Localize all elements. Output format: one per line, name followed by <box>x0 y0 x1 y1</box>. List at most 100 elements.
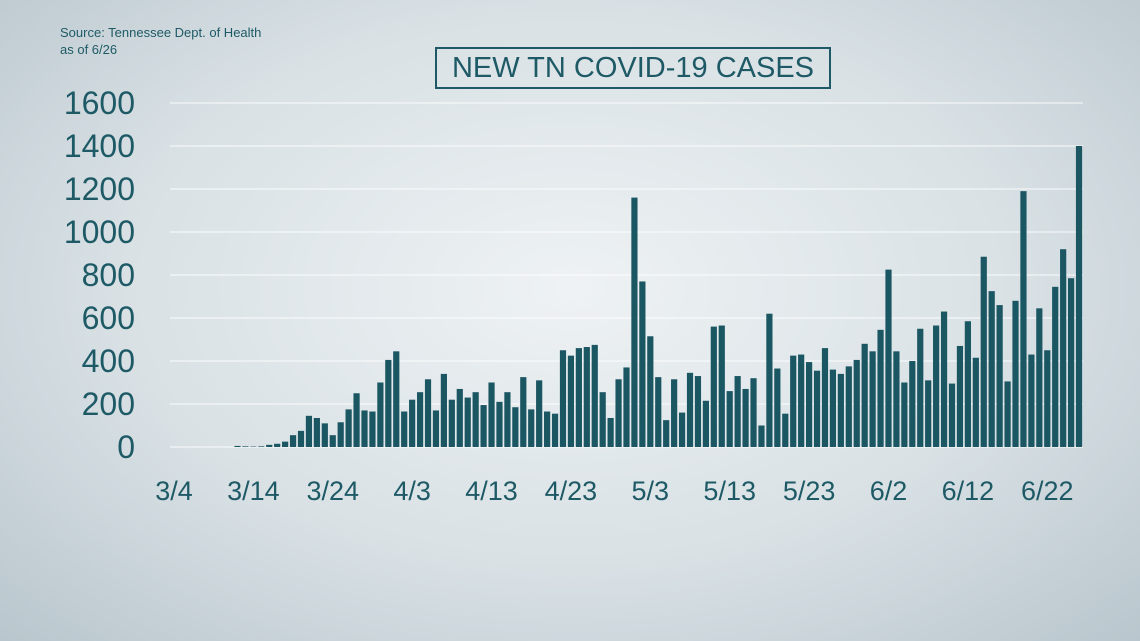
bar <box>734 376 741 447</box>
bar <box>671 379 678 447</box>
bar <box>877 329 884 447</box>
bar <box>996 305 1003 447</box>
bar <box>472 392 479 447</box>
x-tick-label: 4/3 <box>393 476 431 506</box>
bar <box>829 369 837 447</box>
bar <box>464 397 471 447</box>
bar <box>782 413 789 447</box>
bar <box>432 410 440 447</box>
bar <box>369 411 376 447</box>
bar <box>1052 286 1059 447</box>
bar <box>258 446 265 447</box>
bar <box>702 400 709 447</box>
bar <box>424 379 432 447</box>
bar <box>583 347 590 447</box>
bar <box>988 291 995 448</box>
bar <box>917 328 924 447</box>
y-tick-label: 400 <box>82 343 135 379</box>
bar <box>853 359 860 447</box>
bar <box>496 401 503 447</box>
bar <box>940 311 948 447</box>
bar <box>980 256 987 447</box>
bar <box>544 411 551 447</box>
bar <box>774 368 781 447</box>
x-tick-label: 3/14 <box>227 476 280 506</box>
bar <box>1012 300 1019 447</box>
bar <box>806 362 813 447</box>
bar <box>798 354 805 447</box>
bar <box>821 348 829 447</box>
bar <box>1004 381 1011 447</box>
gridlines <box>170 102 1083 448</box>
x-tick-label: 6/12 <box>942 476 995 506</box>
y-tick-label: 1600 <box>64 85 135 121</box>
bar <box>845 366 852 448</box>
bar <box>440 373 447 447</box>
bar <box>385 359 392 447</box>
y-tick-label: 1400 <box>64 128 135 164</box>
bar <box>567 355 575 448</box>
bar <box>504 392 511 447</box>
bar <box>615 379 622 447</box>
bar <box>948 383 956 447</box>
y-tick-label: 0 <box>117 429 135 465</box>
bar <box>639 281 646 447</box>
bar <box>361 410 368 447</box>
x-tick-label: 6/2 <box>870 476 908 506</box>
bar <box>1036 308 1043 447</box>
y-tick-label: 600 <box>82 300 135 336</box>
bar <box>575 348 582 447</box>
y-tick-label: 800 <box>82 257 135 293</box>
bar <box>528 409 535 448</box>
bar <box>710 326 717 447</box>
x-tick-label: 5/13 <box>703 476 756 506</box>
bar <box>909 361 916 447</box>
bar <box>956 345 964 447</box>
bar <box>742 388 749 447</box>
bar <box>591 344 598 448</box>
x-tick-label: 5/3 <box>632 476 670 506</box>
bar <box>726 391 733 447</box>
bar <box>559 350 567 447</box>
x-tick-label: 6/22 <box>1021 476 1074 506</box>
bar <box>313 417 320 447</box>
bar <box>448 399 455 447</box>
bar <box>1020 191 1027 447</box>
bar <box>837 373 844 447</box>
bar <box>329 435 336 447</box>
source-line: Source: Tennessee Dept. of Health <box>60 25 262 40</box>
bar <box>750 378 757 447</box>
x-axis-ticks: 3/4 3/14 3/24 4/3 4/13 4/23 5/3 5/13 5/23 6/2 6/12… <box>155 476 1073 506</box>
y-axis-ticks: 0 200 400 600 800 1000 1200 1400 1600 <box>64 85 135 465</box>
y-tick-label: 1200 <box>64 171 135 207</box>
bar <box>861 343 868 447</box>
bar <box>1068 278 1075 447</box>
bar <box>972 357 979 447</box>
bar <box>885 269 892 448</box>
bar <box>456 388 463 447</box>
bar <box>488 382 495 447</box>
x-tick-label: 3/24 <box>306 476 359 506</box>
bar <box>377 382 384 447</box>
bar <box>480 405 487 447</box>
bar <box>663 420 670 448</box>
bar <box>345 409 352 448</box>
bar <box>242 446 249 447</box>
bar <box>893 351 900 447</box>
bar <box>536 380 543 447</box>
bar <box>266 444 273 447</box>
bar <box>933 325 940 447</box>
x-tick-label: 3/4 <box>155 476 193 506</box>
bar <box>925 380 932 447</box>
bar <box>353 393 360 447</box>
bar <box>678 412 686 447</box>
bar <box>289 435 297 447</box>
bar <box>686 372 694 447</box>
bar <box>1075 146 1083 447</box>
bar <box>416 392 424 447</box>
x-tick-label: 5/23 <box>783 476 836 506</box>
bar <box>607 417 614 447</box>
bar <box>551 413 559 447</box>
bar <box>401 411 408 447</box>
bar <box>234 445 241 447</box>
